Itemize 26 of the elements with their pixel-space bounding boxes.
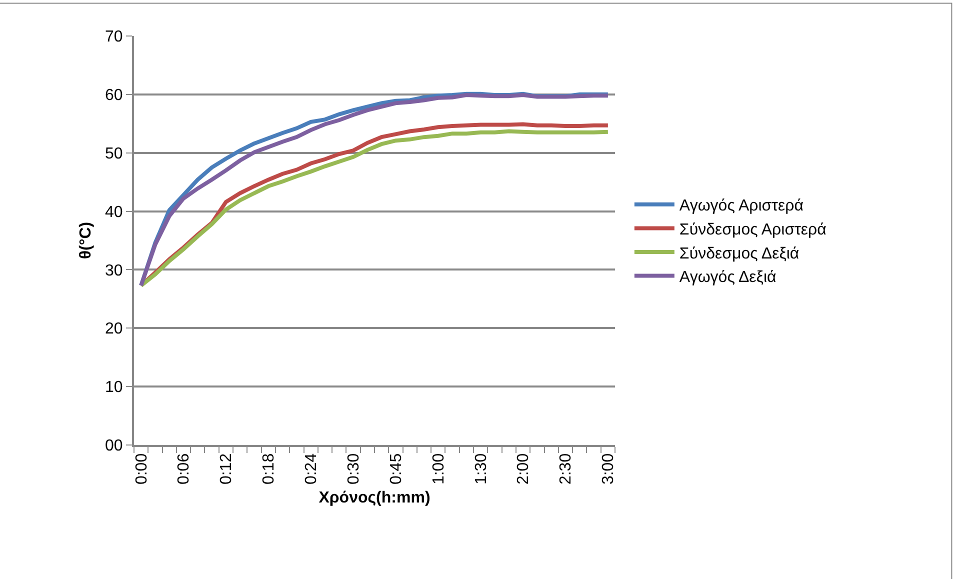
x-tick-label: 0:30 bbox=[345, 453, 362, 485]
x-tick-label: 1:30 bbox=[472, 453, 490, 485]
x-tick-label: 0:24 bbox=[303, 453, 320, 485]
x-tick-label: 0:06 bbox=[176, 453, 193, 485]
y-tick-label: 40 bbox=[105, 204, 123, 221]
legend-label: Αγωγός Αριστερά bbox=[679, 198, 804, 215]
y-tick-label: 30 bbox=[105, 262, 123, 280]
y-tick-label: 50 bbox=[105, 145, 123, 162]
y-tick-label: 00 bbox=[105, 438, 123, 455]
x-tick-label: 2:30 bbox=[558, 453, 575, 485]
y-tick-label: 20 bbox=[105, 320, 123, 338]
y-tick-label: 10 bbox=[105, 379, 123, 396]
y-tick-label: 60 bbox=[105, 87, 123, 104]
legend-label: Αγωγός Δεξιά bbox=[679, 269, 776, 286]
x-tick-label: 1:00 bbox=[430, 453, 448, 485]
x-tick-label: 3:00 bbox=[600, 453, 618, 485]
legend-label: Σύνδεσμος Δεξιά bbox=[679, 245, 800, 262]
y-tick-label: 70 bbox=[105, 28, 123, 46]
legend-label: Σύνδεσμος Αριστερά bbox=[679, 221, 826, 238]
y-axis-title: θ(°C) bbox=[77, 222, 94, 260]
x-tick-label: 0:45 bbox=[388, 453, 405, 485]
x-tick-label: 0:18 bbox=[260, 453, 278, 485]
x-tick-label: 0:12 bbox=[218, 453, 236, 485]
x-tick-label: 0:00 bbox=[133, 453, 150, 485]
x-axis-title: Χρόνος(h:mm) bbox=[318, 490, 430, 507]
x-tick-label: 2:00 bbox=[515, 453, 532, 485]
